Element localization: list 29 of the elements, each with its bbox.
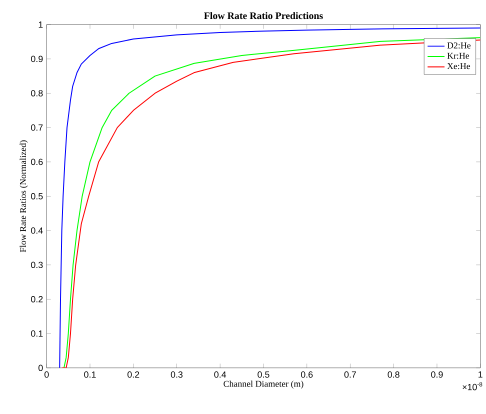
y-tick-label: 0.7 bbox=[31, 124, 43, 131]
y-tick-label: 0.2 bbox=[31, 296, 43, 302]
x-tick-label: 0.6 bbox=[300, 371, 313, 378]
y-tick-label: 0.9 bbox=[31, 56, 43, 62]
x-tick-label: 0.5 bbox=[258, 371, 270, 378]
x-tick-label: 0.8 bbox=[388, 371, 400, 378]
y-tick-label: 1 bbox=[38, 21, 43, 28]
chart-title: Flow Rate Ratio Predictions bbox=[204, 12, 323, 19]
x-tick-label: 0.3 bbox=[170, 371, 183, 378]
y-tick-label: 0.5 bbox=[31, 192, 43, 200]
x-axis-title: Channel Diameter (m) bbox=[224, 380, 304, 389]
y-tick-label: 0.6 bbox=[31, 158, 43, 165]
x-tick-label: 0.7 bbox=[344, 371, 356, 378]
x-tick-label: 0.2 bbox=[128, 371, 140, 378]
y-axis-title: Flow Rate Ratios (Normalized) bbox=[20, 140, 28, 252]
legend-label: Xe:He bbox=[447, 63, 470, 70]
y-tick-label: 0.8 bbox=[31, 90, 43, 96]
y-tick-label: 0 bbox=[38, 364, 43, 371]
x-tick-label: 0.4 bbox=[214, 371, 226, 378]
text: ×10$^{-8}$ bbox=[462, 382, 482, 390]
legend-label: D2:He bbox=[447, 42, 471, 48]
x-tick-label: 0.1 bbox=[84, 371, 96, 378]
y-tick-label: 0.3 bbox=[31, 262, 43, 268]
y-tick-label: 0.4 bbox=[31, 227, 43, 234]
x-tick-label: 1 bbox=[478, 371, 482, 378]
legend-label: Kr:He bbox=[447, 52, 470, 59]
x-tick-label: 0 bbox=[44, 371, 49, 378]
x-tick-label: 0.9 bbox=[431, 371, 443, 378]
y-tick-label: 0.1 bbox=[31, 330, 43, 337]
